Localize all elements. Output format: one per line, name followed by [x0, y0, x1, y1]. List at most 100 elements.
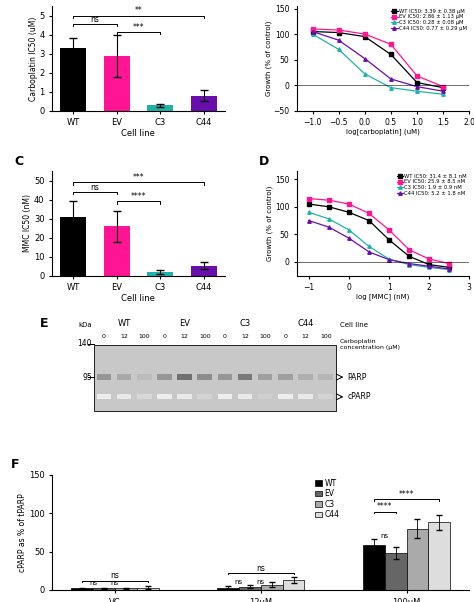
Bar	[137, 588, 159, 590]
Text: 0: 0	[283, 334, 287, 339]
Bar	[198, 394, 212, 400]
Bar	[191, 96, 217, 111]
Bar	[218, 394, 232, 400]
Text: 12: 12	[120, 334, 128, 339]
Text: Cell line: Cell line	[340, 322, 368, 328]
Bar	[278, 374, 292, 380]
Bar	[177, 374, 192, 380]
Legend: WT, EV, C3, C44: WT, EV, C3, C44	[311, 476, 343, 523]
Bar	[278, 394, 292, 400]
Text: ns: ns	[256, 579, 265, 585]
Bar	[261, 585, 283, 590]
Bar	[177, 394, 192, 400]
Text: ns: ns	[381, 533, 389, 539]
Y-axis label: Growth (% of control): Growth (% of control)	[265, 20, 272, 96]
Bar	[93, 588, 115, 590]
Text: ns: ns	[110, 571, 119, 580]
Text: C44: C44	[297, 319, 314, 328]
Text: ns: ns	[111, 580, 119, 586]
Text: B: B	[259, 0, 268, 3]
Y-axis label: Growth (% of control): Growth (% of control)	[267, 185, 273, 261]
Text: 95: 95	[82, 373, 92, 382]
Text: ns: ns	[256, 563, 265, 573]
Bar	[103, 226, 129, 276]
Bar	[258, 394, 273, 400]
Y-axis label: Carboplatin IC50 (uM): Carboplatin IC50 (uM)	[29, 16, 38, 101]
Y-axis label: MMC IC50 (nM): MMC IC50 (nM)	[24, 194, 33, 252]
X-axis label: Cell line: Cell line	[121, 129, 155, 138]
Text: F: F	[10, 458, 19, 471]
Text: ns: ns	[89, 580, 97, 586]
Text: cPARP: cPARP	[347, 393, 371, 402]
Bar	[97, 374, 111, 380]
Text: Carboplatin
concentration (μM): Carboplatin concentration (μM)	[340, 339, 400, 350]
Bar	[239, 587, 261, 590]
Bar	[198, 374, 212, 380]
Text: ns: ns	[235, 579, 243, 585]
Bar	[218, 374, 232, 380]
Bar	[385, 553, 407, 590]
Text: ****: ****	[377, 502, 392, 511]
X-axis label: Cell line: Cell line	[121, 294, 155, 303]
Bar	[94, 346, 336, 411]
Text: 0: 0	[223, 334, 227, 339]
Text: A: A	[14, 0, 24, 3]
Bar	[298, 394, 313, 400]
Bar	[363, 545, 385, 590]
Text: 140: 140	[77, 340, 92, 349]
Bar	[115, 588, 137, 590]
Text: ****: ****	[130, 192, 146, 201]
X-axis label: log[carboplatin] (uM): log[carboplatin] (uM)	[346, 129, 420, 135]
Bar	[258, 374, 273, 380]
Text: 100: 100	[138, 334, 150, 339]
Bar	[137, 374, 152, 380]
Text: EV: EV	[179, 319, 190, 328]
Text: ***: ***	[133, 22, 144, 31]
Bar	[71, 588, 93, 590]
Text: 0: 0	[163, 334, 166, 339]
Bar	[298, 374, 313, 380]
Bar	[157, 374, 172, 380]
Bar	[117, 374, 131, 380]
Bar	[60, 217, 86, 276]
Bar	[147, 105, 173, 111]
Bar	[137, 394, 152, 400]
Text: PARP: PARP	[347, 373, 367, 382]
Bar	[319, 394, 333, 400]
Bar	[407, 529, 428, 590]
Bar	[157, 394, 172, 400]
Text: C3: C3	[239, 319, 251, 328]
Text: **: **	[135, 7, 142, 15]
Bar	[103, 56, 129, 111]
Text: 0: 0	[102, 334, 106, 339]
Y-axis label: cPARP as % of tPARP: cPARP as % of tPARP	[18, 493, 27, 572]
Bar	[117, 394, 131, 400]
Bar	[217, 588, 239, 590]
Bar	[191, 265, 217, 276]
Text: 12: 12	[181, 334, 189, 339]
Text: WT: WT	[118, 319, 131, 328]
Bar	[238, 394, 252, 400]
Legend: WT IC50: 31.4 ± 8.1 nM, EV IC50: 25.9 ± 8.5 nM, C3 IC50: 1.9 ± 0.9 nM, C44 IC50:: WT IC50: 31.4 ± 8.1 nM, EV IC50: 25.9 ± …	[394, 172, 469, 198]
Text: 100: 100	[259, 334, 271, 339]
Text: ****: ****	[399, 490, 414, 499]
X-axis label: log [MMC] (nM): log [MMC] (nM)	[356, 294, 410, 300]
Text: 100: 100	[199, 334, 210, 339]
Text: 100: 100	[320, 334, 331, 339]
Text: kDa: kDa	[78, 322, 92, 328]
Bar	[147, 272, 173, 276]
Bar	[319, 374, 333, 380]
Text: ns: ns	[91, 15, 99, 24]
Bar	[283, 580, 304, 590]
Bar	[60, 48, 86, 111]
Bar	[428, 523, 450, 590]
Text: ns: ns	[91, 182, 99, 191]
Text: ***: ***	[133, 173, 144, 182]
Text: 12: 12	[241, 334, 249, 339]
Text: 12: 12	[301, 334, 310, 339]
Bar	[97, 394, 111, 400]
Text: E: E	[40, 317, 48, 330]
Legend: WT IC50: 3.39 ± 0.38 μM, EV IC50: 2.86 ± 1.13 μM, C3 IC50: 0.28 ± 0.08 μM, C44 I: WT IC50: 3.39 ± 0.38 μM, EV IC50: 2.86 ±…	[389, 7, 469, 33]
Text: D: D	[259, 155, 269, 168]
Text: C: C	[14, 155, 23, 168]
